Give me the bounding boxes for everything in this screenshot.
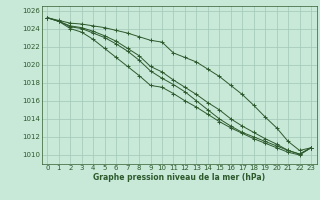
X-axis label: Graphe pression niveau de la mer (hPa): Graphe pression niveau de la mer (hPa) xyxy=(93,173,265,182)
